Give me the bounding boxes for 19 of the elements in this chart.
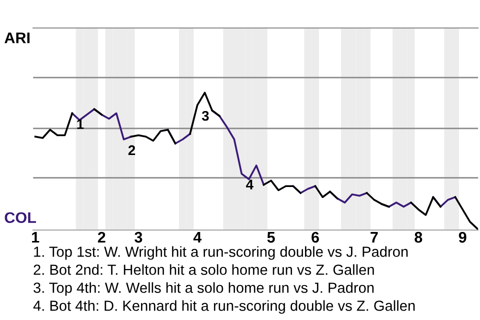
text: 2. Bot 2nd: T. Helton hit a solo home run vs Z. Gallen [34,264,374,275]
text: 1. Top 1st: W. Wright hit a run-scoring double vs J. Padron [34,246,408,260]
annotation: 1 [77,119,84,129]
annotation: COL [4,212,36,224]
x-tick-label: 6 [312,232,319,243]
annotation: 3 [202,110,209,121]
text: 3. Top 4th: W. Wells hit a solo home run vs J. Padron [34,282,374,296]
x-tick-label: 4 [193,232,202,243]
x-tick-label: 7 [370,232,378,243]
x-tick-label: 8 [414,232,422,243]
x-tick-label: 5 [267,232,275,243]
text: 4. Bot 4th: D. Kennard hit a run-scoring double vs Z. Gallen [33,300,415,314]
annotation: 4 [246,180,254,190]
x-tick-label: 1 [32,232,40,243]
x-tick-label: 2 [98,232,106,243]
x-tick-label: 3 [134,232,142,243]
x-tick-label: 9 [458,232,466,243]
text: ARI [4,32,30,44]
annotation: 2 [128,145,136,156]
